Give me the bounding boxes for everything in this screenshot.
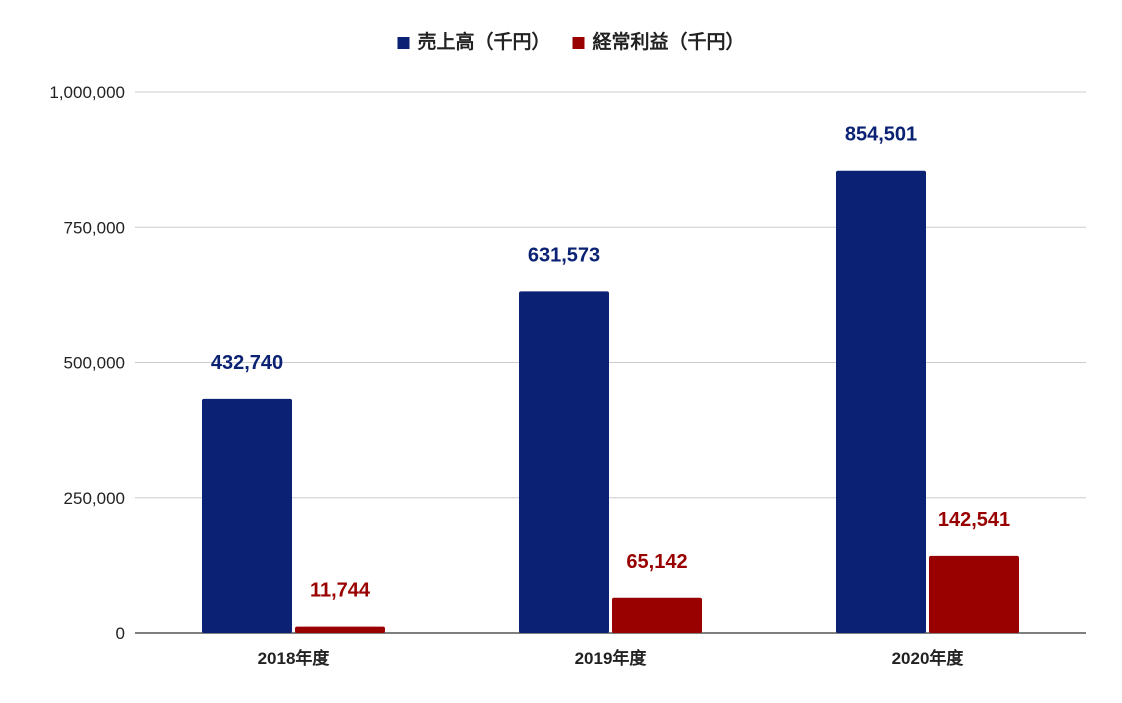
y-tick-label: 1,000,000	[49, 83, 125, 102]
y-tick-label: 500,000	[64, 354, 125, 373]
legend-label: 売上高（千円）	[417, 30, 550, 53]
legend-item: 売上高（千円）	[397, 30, 551, 53]
bar-series0-0	[202, 398, 292, 633]
gridlines	[135, 91, 1086, 634]
bar-series1-0	[295, 626, 385, 633]
bar-series0-1	[519, 291, 609, 633]
data-label: 432,740	[211, 352, 283, 374]
x-tick-label: 2020年度	[892, 648, 965, 668]
data-labels: 432,740 11,744 631,573 65,142 854,501 142,541	[211, 124, 1010, 602]
x-tick-label: 2019年度	[575, 648, 648, 668]
bar-series1-1	[612, 597, 702, 633]
data-label: 65,142	[626, 551, 687, 573]
legend-item: 経常利益（千円）	[572, 30, 745, 53]
x-tick-label: 2018年度	[258, 648, 331, 668]
data-label: 854,501	[845, 124, 917, 146]
legend: 売上高（千円） 経常利益（千円）	[397, 30, 745, 53]
bar-series1-2	[929, 555, 1019, 633]
y-axis-ticks: 0 250,000 500,000 750,000 1,000,000	[49, 83, 125, 643]
data-label: 631,573	[528, 244, 600, 266]
y-tick-label: 0	[116, 624, 125, 643]
x-axis-ticks: 2018年度 2019年度 2020年度	[258, 648, 965, 668]
legend-swatch	[572, 37, 585, 49]
legend-swatch	[397, 37, 410, 49]
data-label: 11,744	[310, 580, 371, 602]
legend-label: 経常利益（千円）	[593, 30, 745, 53]
data-label: 142,541	[938, 509, 1010, 531]
y-tick-label: 750,000	[64, 218, 125, 237]
bars	[202, 170, 1019, 633]
bar-series0-2	[836, 170, 926, 633]
y-tick-label: 250,000	[64, 489, 125, 508]
